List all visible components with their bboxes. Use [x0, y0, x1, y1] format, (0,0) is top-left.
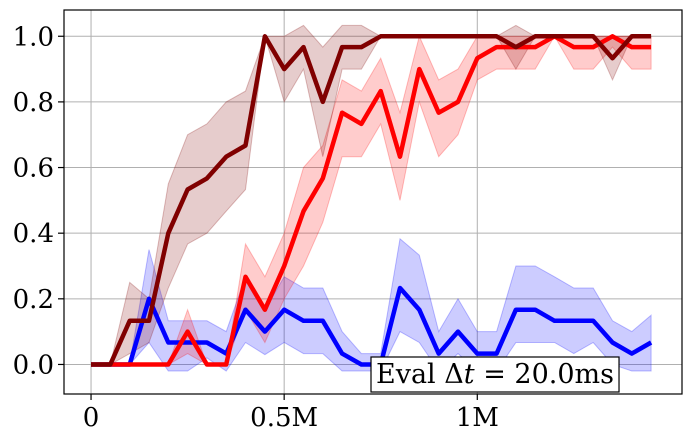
annotation-variable: t [464, 359, 475, 390]
y-tick-label: 0.4 [13, 219, 54, 249]
series-2-line [91, 34, 652, 367]
x-axis-ticks: 0 0.5M 1M [83, 394, 499, 433]
y-tick-label: 1.0 [13, 22, 54, 52]
annotation-prefix: Eval [376, 359, 444, 390]
x-tick-label: 0.5M [250, 403, 318, 433]
eval-annotation: Eval Δt = 20.0ms [370, 356, 620, 393]
x-tick-label: 0 [83, 403, 100, 433]
x-tick-label: 1M [456, 403, 499, 433]
y-tick-label: 0.6 [13, 154, 54, 184]
y-axis-ticks: 0.0 0.2 0.4 0.6 0.8 1.0 [13, 22, 64, 380]
eval-annotation-box [370, 356, 620, 393]
eval-annotation-text: Eval Δt = 20.0ms [376, 359, 614, 390]
series-2-band [91, 24, 652, 365]
annotation-delta-symbol: Δ [444, 359, 464, 390]
y-tick-label: 0.8 [13, 88, 54, 118]
y-tick-label: 0.2 [13, 285, 54, 315]
series-1-band [91, 34, 652, 365]
annotation-suffix: = 20.0ms [475, 359, 614, 390]
y-tick-label: 0.0 [13, 350, 54, 380]
plot-frame [63, 9, 683, 395]
